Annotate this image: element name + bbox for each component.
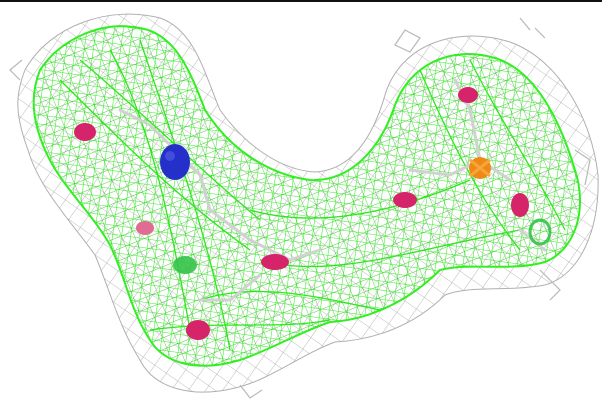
nitrogen-atom — [160, 144, 190, 180]
oxygen-atom — [393, 192, 417, 208]
oxygen-atoms — [74, 87, 529, 340]
green-atoms — [173, 218, 552, 274]
stray-mesh-fragments — [9, 17, 591, 399]
oxygen-atom — [186, 320, 210, 340]
oxygen-atom — [74, 123, 96, 141]
green-density-mesh — [32, 25, 582, 367]
phosphorus-atom — [469, 157, 491, 179]
frame-top-rule — [0, 0, 602, 2]
oxygen-atom — [136, 221, 154, 235]
oxygen-atom — [261, 254, 289, 270]
oxygen-atom — [458, 87, 478, 103]
oxygen-atom — [511, 193, 529, 217]
